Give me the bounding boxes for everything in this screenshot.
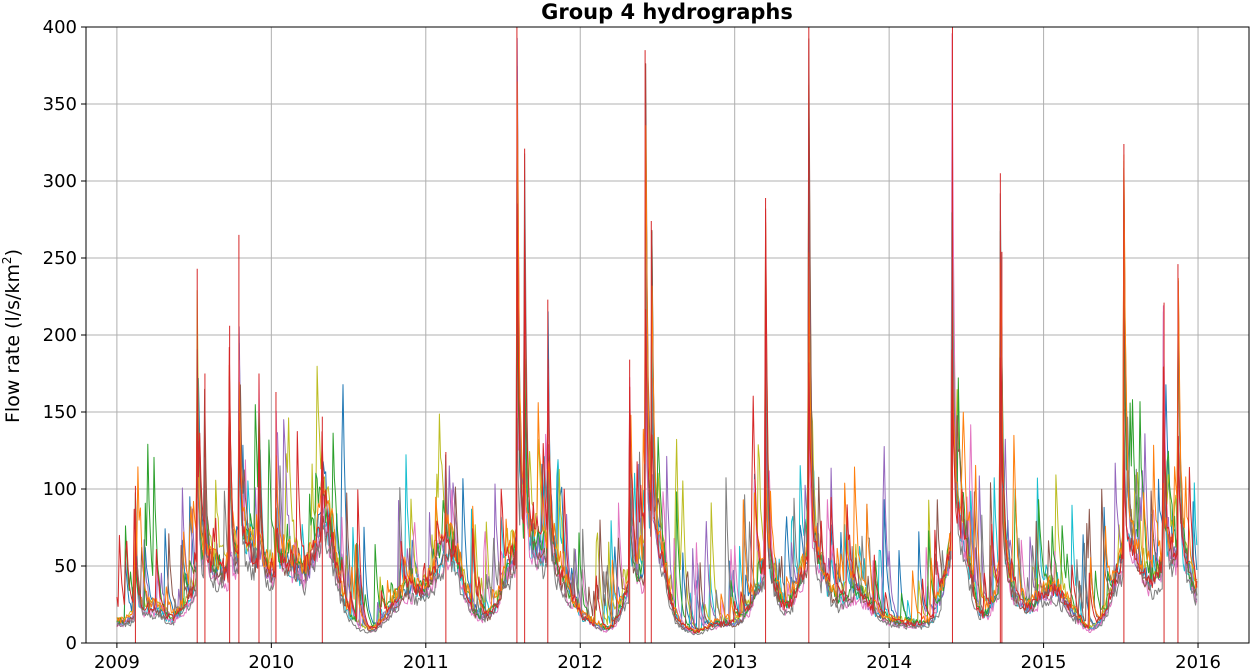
x-tick-label: 2011 xyxy=(403,652,449,669)
y-tick-label: 300 xyxy=(43,171,77,192)
x-tick-label: 2015 xyxy=(1021,652,1067,669)
x-tick-label: 2009 xyxy=(94,652,140,669)
series-lines xyxy=(116,27,1198,643)
y-tick-label: 350 xyxy=(43,94,77,115)
y-axis-label: Flow rate (l/s/km2) xyxy=(0,249,24,423)
y-tick-label: 400 xyxy=(43,17,77,38)
x-axis: 2009 2010 2011 2012 2013 2014 2015 2016 xyxy=(94,643,1221,669)
x-tick-label: 2016 xyxy=(1175,652,1221,669)
x-tick-label: 2014 xyxy=(866,652,912,669)
y-tick-label: 250 xyxy=(43,248,77,269)
y-tick-label: 50 xyxy=(54,556,77,577)
series-line xyxy=(116,153,1198,636)
y-tick-label: 200 xyxy=(43,325,77,346)
series-line xyxy=(116,203,1198,634)
series-line xyxy=(116,81,1198,632)
y-tick-label: 150 xyxy=(43,402,77,423)
x-tick-label: 2010 xyxy=(248,652,294,669)
x-tick-label: 2013 xyxy=(712,652,758,669)
grid-lines xyxy=(86,26,1249,644)
y-tick-label: 100 xyxy=(43,479,77,500)
chart-title: Group 4 hydrographs xyxy=(541,0,793,24)
y-tick-label: 0 xyxy=(66,633,77,654)
y-axis: 0 50 100 150 200 250 300 350 400 xyxy=(43,17,86,654)
x-tick-label: 2012 xyxy=(557,652,603,669)
